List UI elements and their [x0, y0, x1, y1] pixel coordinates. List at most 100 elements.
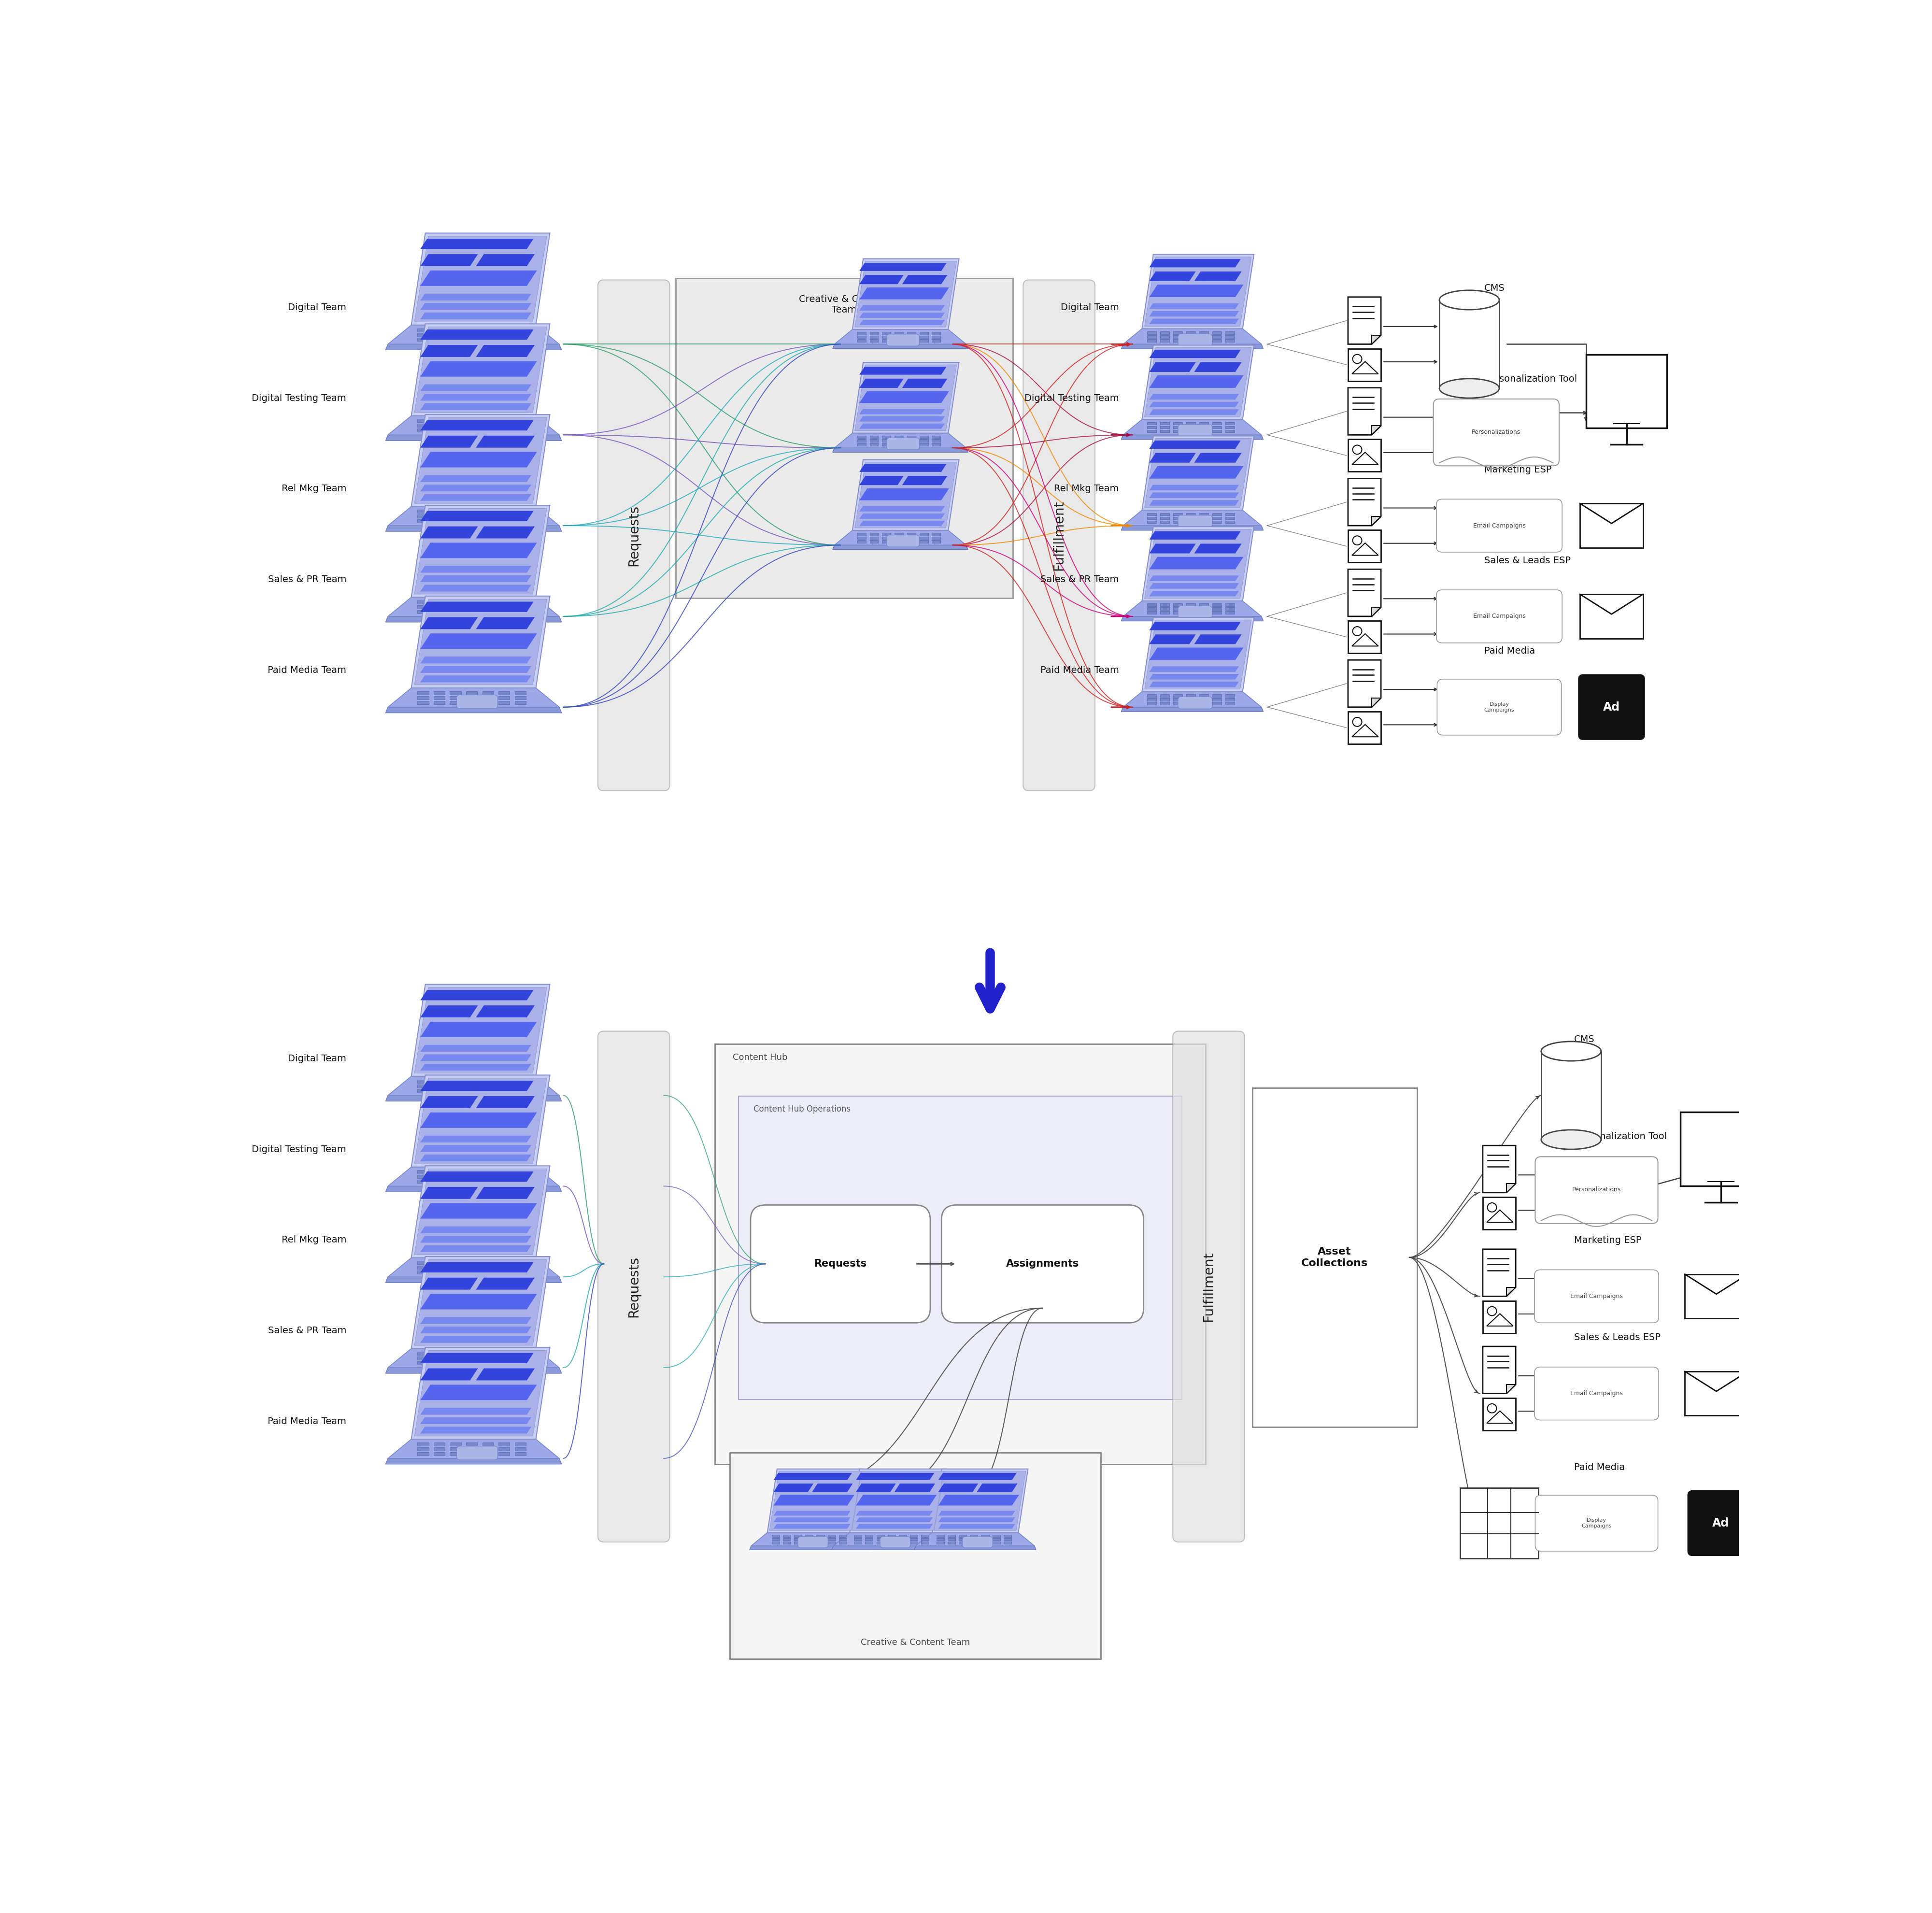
Polygon shape [1186, 603, 1196, 606]
Polygon shape [993, 1534, 1001, 1538]
Polygon shape [1225, 603, 1235, 606]
Polygon shape [483, 518, 493, 522]
Polygon shape [937, 1538, 945, 1540]
Polygon shape [1200, 608, 1208, 610]
Polygon shape [421, 385, 531, 392]
Polygon shape [1372, 698, 1381, 708]
Text: Email Campaigns: Email Campaigns [1472, 614, 1526, 620]
Polygon shape [466, 1266, 477, 1268]
Polygon shape [386, 1368, 562, 1374]
Polygon shape [1148, 339, 1155, 342]
Polygon shape [433, 700, 444, 704]
Polygon shape [450, 1270, 462, 1274]
Polygon shape [433, 1362, 444, 1364]
Bar [1461, 1488, 1538, 1559]
Polygon shape [421, 511, 533, 520]
Polygon shape [514, 509, 526, 513]
Polygon shape [1150, 492, 1238, 497]
Polygon shape [827, 1534, 835, 1538]
Polygon shape [417, 429, 429, 432]
Polygon shape [916, 1532, 1034, 1546]
Polygon shape [388, 1349, 558, 1368]
Polygon shape [514, 1452, 526, 1456]
Polygon shape [856, 1494, 937, 1506]
FancyBboxPatch shape [1435, 589, 1563, 643]
Polygon shape [1507, 1385, 1517, 1393]
Polygon shape [1173, 430, 1182, 432]
Polygon shape [860, 417, 945, 421]
Polygon shape [433, 333, 444, 337]
Polygon shape [1173, 694, 1182, 696]
Polygon shape [1186, 608, 1196, 610]
Polygon shape [450, 1352, 462, 1354]
Polygon shape [421, 1427, 531, 1433]
Polygon shape [483, 700, 493, 704]
Polygon shape [433, 339, 444, 341]
Polygon shape [931, 333, 941, 335]
Polygon shape [1482, 1249, 1517, 1297]
Polygon shape [421, 1293, 537, 1308]
Polygon shape [466, 1356, 477, 1360]
Text: Rel Mkg Team: Rel Mkg Team [1055, 484, 1119, 494]
Polygon shape [483, 696, 493, 700]
FancyBboxPatch shape [1173, 1031, 1244, 1542]
Polygon shape [1142, 254, 1254, 329]
Polygon shape [895, 1484, 935, 1492]
Text: Email Campaigns: Email Campaigns [1571, 1293, 1623, 1299]
Polygon shape [1150, 272, 1196, 281]
Polygon shape [421, 1368, 477, 1381]
Polygon shape [1148, 698, 1155, 700]
Polygon shape [514, 1175, 526, 1178]
Polygon shape [981, 1534, 989, 1538]
Polygon shape [483, 605, 493, 608]
Polygon shape [388, 1167, 558, 1186]
Polygon shape [869, 335, 879, 339]
Polygon shape [1200, 430, 1208, 432]
Polygon shape [433, 329, 444, 331]
Polygon shape [1213, 423, 1221, 425]
Polygon shape [931, 436, 941, 438]
Polygon shape [1150, 532, 1240, 539]
FancyBboxPatch shape [1681, 1111, 1762, 1186]
Polygon shape [466, 1175, 477, 1178]
Polygon shape [433, 1180, 444, 1184]
Polygon shape [1194, 543, 1242, 553]
Polygon shape [1173, 702, 1182, 704]
Polygon shape [466, 1261, 477, 1264]
Polygon shape [417, 1180, 429, 1184]
Polygon shape [920, 339, 927, 342]
Polygon shape [450, 1175, 462, 1178]
Polygon shape [450, 691, 462, 694]
Polygon shape [450, 610, 462, 614]
Polygon shape [475, 254, 535, 266]
Polygon shape [806, 1542, 813, 1544]
Polygon shape [466, 509, 477, 513]
Polygon shape [1194, 272, 1242, 281]
Polygon shape [421, 302, 531, 310]
Polygon shape [421, 666, 531, 673]
Polygon shape [1173, 603, 1182, 606]
Polygon shape [860, 390, 949, 404]
Polygon shape [1186, 427, 1196, 429]
Polygon shape [483, 1079, 493, 1083]
Polygon shape [466, 339, 477, 341]
Ellipse shape [1542, 1041, 1602, 1062]
Polygon shape [417, 1352, 429, 1354]
Polygon shape [914, 1546, 1036, 1550]
Polygon shape [421, 1408, 531, 1416]
Polygon shape [417, 1362, 429, 1364]
Polygon shape [412, 1257, 551, 1349]
Polygon shape [421, 474, 531, 482]
Polygon shape [1194, 453, 1242, 463]
Polygon shape [450, 1442, 462, 1446]
Polygon shape [417, 333, 429, 337]
FancyBboxPatch shape [1536, 1496, 1658, 1551]
Polygon shape [1200, 517, 1208, 520]
Polygon shape [498, 1261, 510, 1264]
Polygon shape [1213, 339, 1221, 342]
Polygon shape [1150, 576, 1238, 582]
Polygon shape [838, 1538, 846, 1540]
Text: Sales & PR Team: Sales & PR Team [1041, 576, 1119, 583]
Polygon shape [514, 1088, 526, 1092]
Polygon shape [417, 1171, 429, 1175]
